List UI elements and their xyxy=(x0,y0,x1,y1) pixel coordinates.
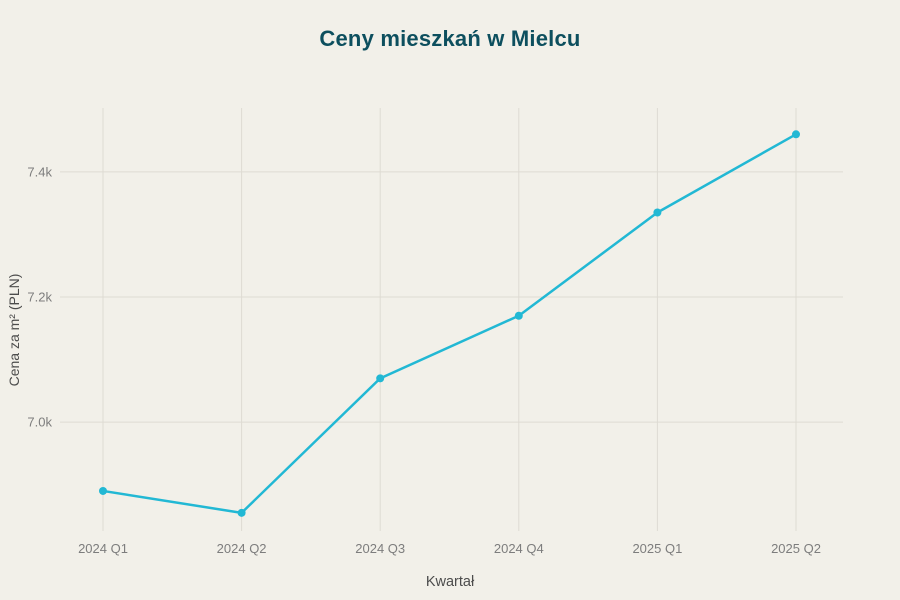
x-tick-label: 2025 Q2 xyxy=(771,541,821,556)
data-point xyxy=(237,508,246,517)
x-tick-label: 2024 Q3 xyxy=(355,541,405,556)
chart-title: Ceny mieszkań w Mielcu xyxy=(319,26,581,51)
line-series xyxy=(101,133,798,515)
data-point xyxy=(653,208,662,217)
x-tick-label: 2024 Q2 xyxy=(217,541,267,556)
data-point xyxy=(792,130,800,139)
y-tick-label: 7.0k xyxy=(27,415,52,430)
data-point xyxy=(99,486,107,495)
data-point xyxy=(514,311,523,320)
data-point xyxy=(376,374,385,383)
x-tick-label: 2024 Q4 xyxy=(494,541,544,556)
y-tick-label: 7.2k xyxy=(27,289,52,304)
x-tick-label: 2024 Q1 xyxy=(78,541,128,556)
x-tick-label: 2025 Q1 xyxy=(632,541,682,556)
y-tick-label: 7.4k xyxy=(27,164,52,179)
x-axis-title: Kwartał xyxy=(425,574,475,590)
